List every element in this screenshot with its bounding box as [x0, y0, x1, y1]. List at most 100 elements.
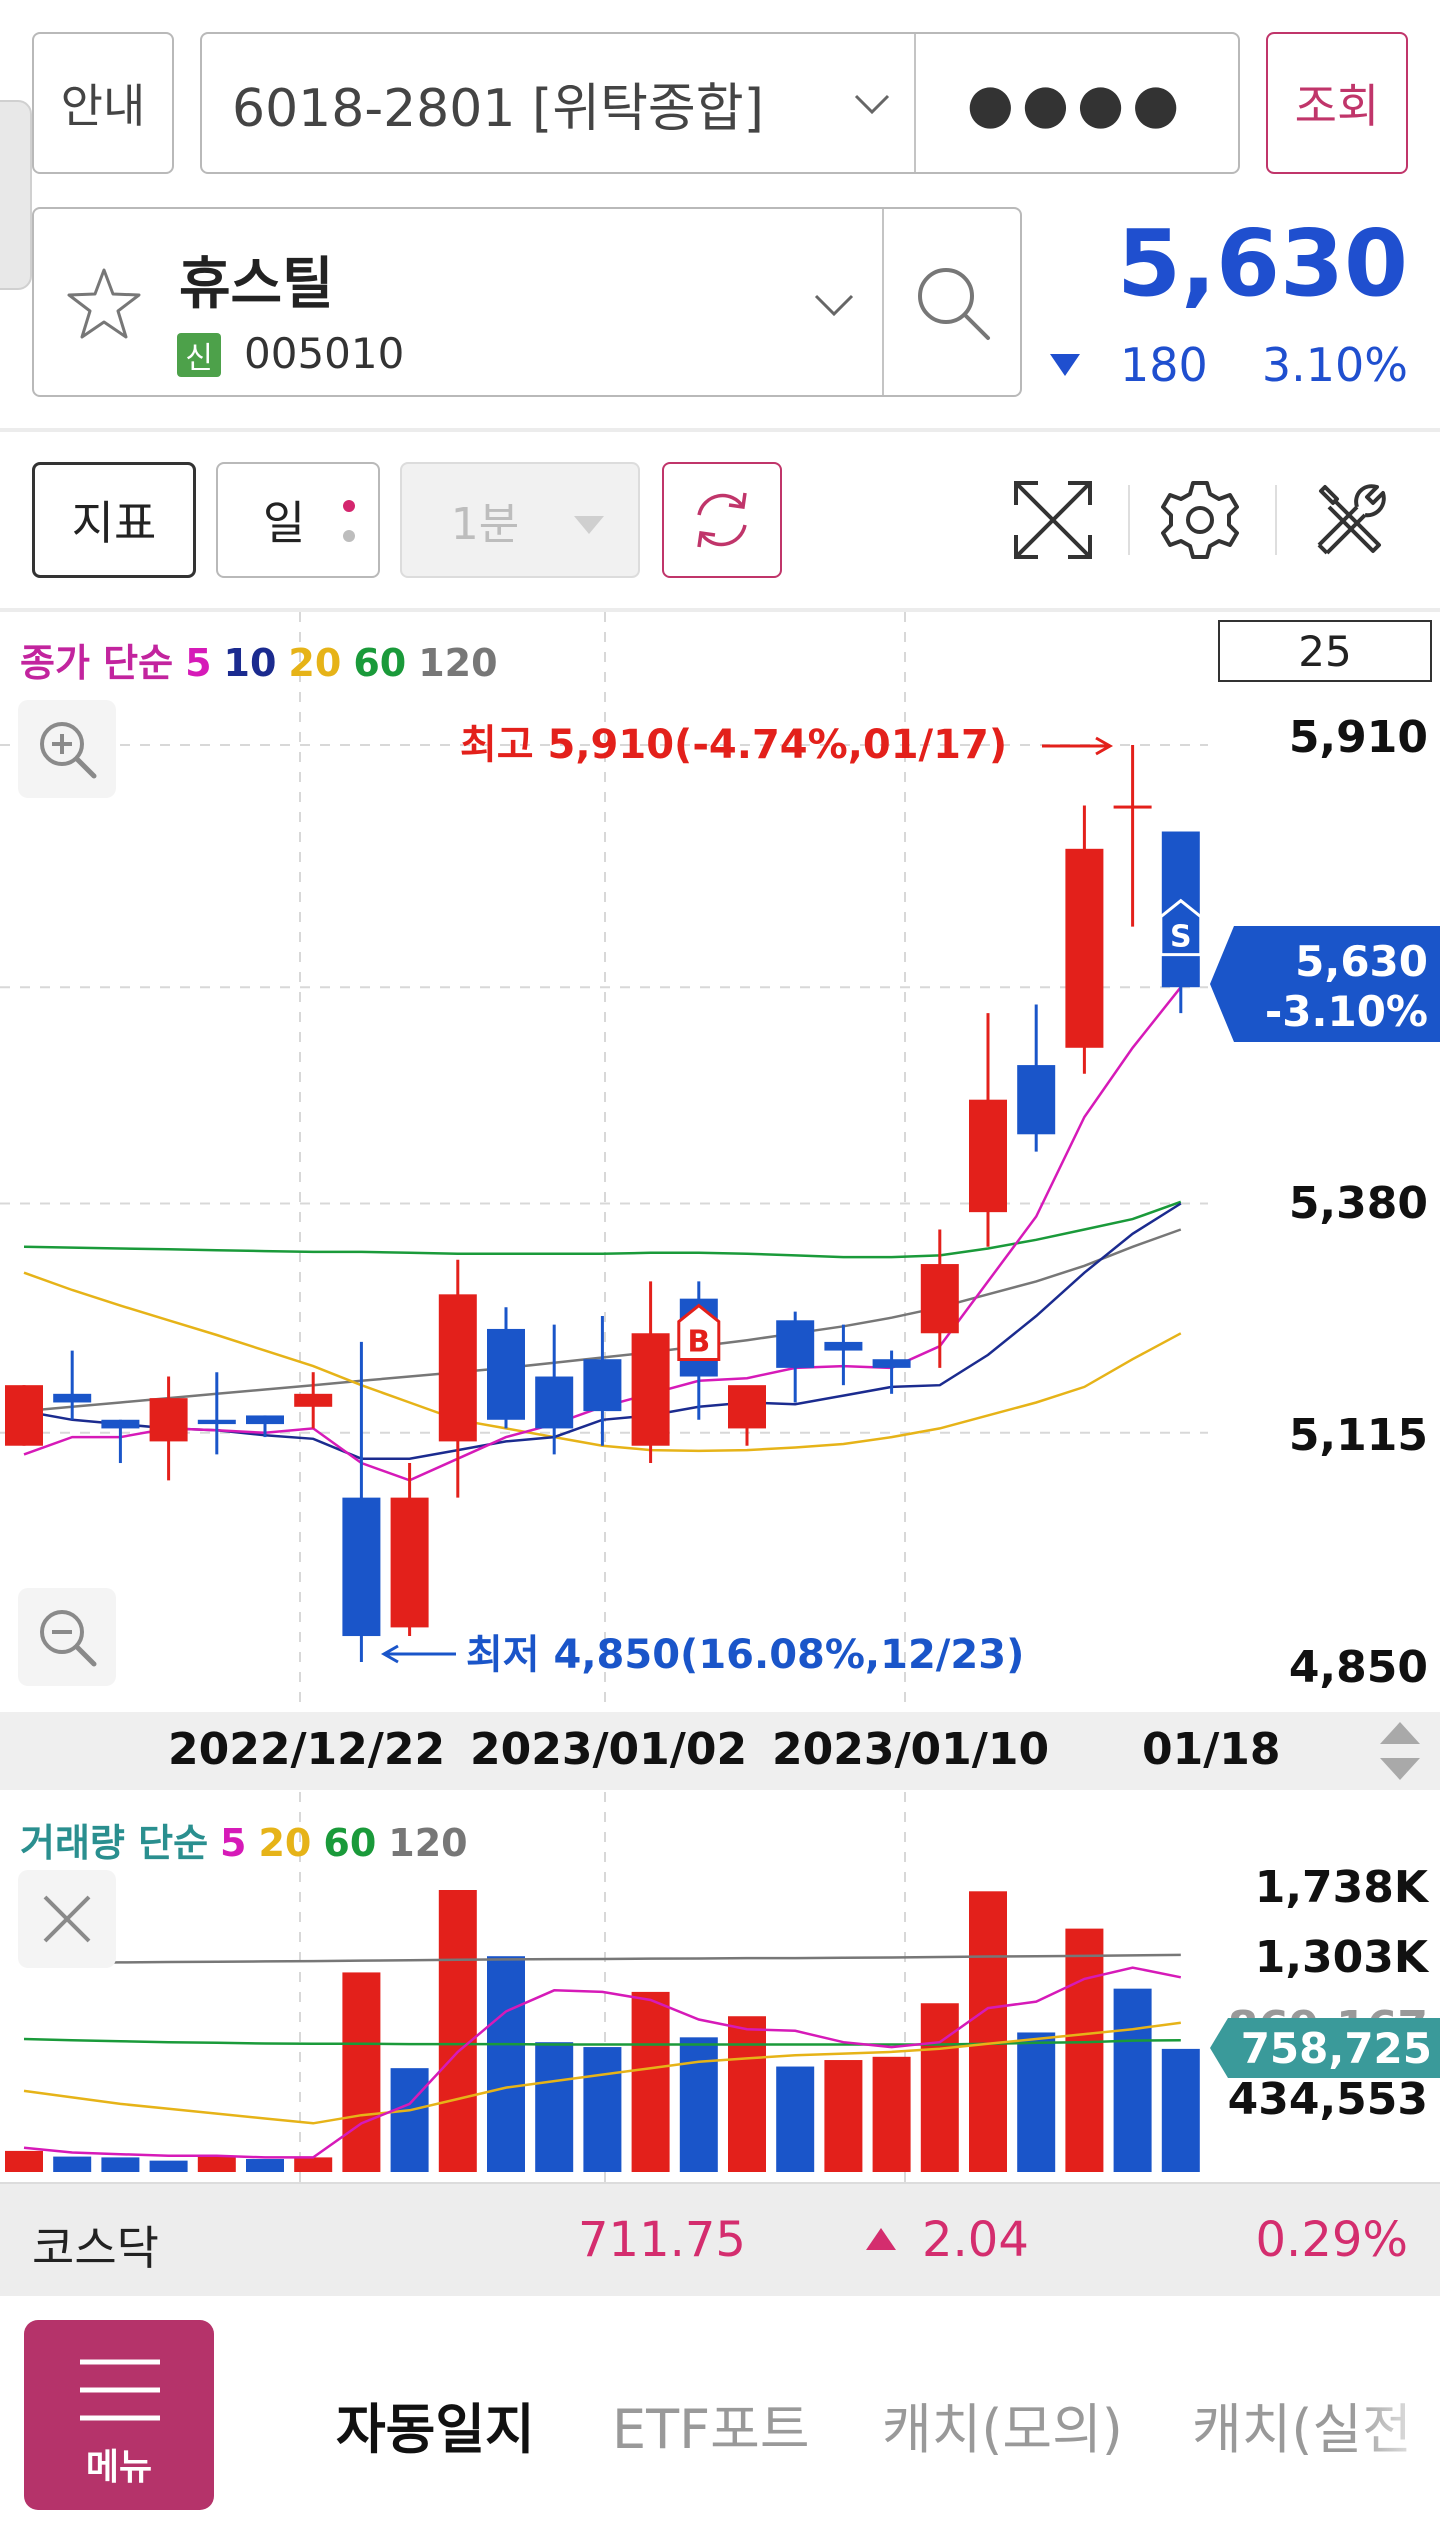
- candle-body: [583, 1359, 622, 1412]
- volume-bar: [1113, 1988, 1152, 2172]
- volume-bar: [438, 1890, 477, 2172]
- candle-body: [438, 1294, 477, 1442]
- candle-body: [969, 1099, 1007, 1213]
- stock-selector[interactable]: 휴스틸 신 005010: [32, 207, 1022, 397]
- candle-body: [390, 1497, 429, 1628]
- hamburger-icon: [80, 2359, 160, 2421]
- volume-bar: [197, 2155, 236, 2172]
- volume-bar: [5, 2150, 43, 2172]
- menu-label: 메뉴: [85, 2447, 153, 2488]
- divider: [914, 34, 916, 172]
- more-dots-icon: [343, 500, 355, 542]
- market-index: 711.75: [578, 2212, 746, 2268]
- volume-bar: [631, 1991, 670, 2172]
- volume-bar: [53, 2156, 92, 2172]
- legend-entry: 60: [323, 1821, 377, 1865]
- volume-bar: [342, 1972, 381, 2172]
- volume-bar: [101, 2157, 140, 2172]
- search-icon[interactable]: [904, 254, 1004, 354]
- nav-item-auto-journal[interactable]: 자동일지: [336, 2398, 535, 2461]
- gear-icon[interactable]: [1155, 475, 1245, 565]
- password-field[interactable]: ●●●●: [916, 34, 1238, 172]
- candle-body: [920, 1264, 959, 1334]
- candle-body: [1113, 805, 1152, 809]
- y-axis-label: 5,910: [1288, 712, 1428, 763]
- buy-marker-shape: [677, 1303, 721, 1362]
- interval-select[interactable]: 1분: [400, 462, 640, 578]
- tools-icon[interactable]: [1305, 475, 1395, 565]
- candle-body: [487, 1328, 525, 1420]
- buy-marker-label: B: [687, 1325, 710, 1360]
- volume-bar: [487, 1956, 525, 2172]
- candle-body: [53, 1393, 92, 1403]
- star-icon[interactable]: [64, 264, 144, 344]
- resize-arrows-icon[interactable]: [1372, 1718, 1428, 1784]
- legend-entry: 60: [353, 641, 407, 685]
- volume-bar: [872, 2056, 911, 2172]
- x-axis-label: 2023/01/02: [470, 1724, 748, 1775]
- legend-entry: 20: [258, 1821, 312, 1865]
- account-label: 6018-2801 [위탁종합]: [232, 78, 764, 139]
- price-legend[interactable]: 종가 단순 5 10 20 60 120: [20, 632, 510, 687]
- expand-icon[interactable]: [1008, 475, 1098, 565]
- nav-item-catch-mock[interactable]: 캐치(모의): [882, 2398, 1123, 2461]
- date-axis: [0, 1712, 1440, 1790]
- volume-axis-label: 1,303K: [1254, 1932, 1428, 1983]
- indicator-label: 지표: [71, 496, 157, 550]
- x-axis-label: 01/18: [1142, 1724, 1281, 1775]
- market-index-bar[interactable]: [0, 2182, 1440, 2296]
- divider: [1128, 485, 1130, 555]
- volume-legend[interactable]: 거래량 단순 5 20 60 120: [20, 1812, 480, 1867]
- period-button[interactable]: 일: [216, 462, 380, 578]
- volume-bar: [679, 2037, 718, 2172]
- section-separator: [0, 428, 1440, 432]
- candle-body: [246, 1415, 284, 1425]
- stock-code: 005010: [244, 329, 405, 378]
- close-volume-button[interactable]: [18, 1870, 116, 1968]
- y-axis-label: 5,380: [1288, 1178, 1428, 1229]
- volume-axis-label: 1,738K: [1254, 1862, 1428, 1913]
- candle-body: [535, 1376, 574, 1429]
- candle-body: [1065, 848, 1104, 1048]
- menu-button[interactable]: 메뉴: [24, 2320, 214, 2510]
- current-price-tag: 5,630 -3.10%: [1210, 926, 1440, 1042]
- nav-item-etf-port[interactable]: ETF포트: [612, 2398, 810, 2461]
- legend-entry: 5: [220, 1821, 247, 1865]
- period-count-field[interactable]: 25: [1218, 620, 1432, 682]
- sell-marker-label: S: [1170, 920, 1192, 955]
- ma-60-line: [23, 1200, 1182, 1259]
- vol-ma-120-line: [24, 1953, 1181, 1964]
- guide-button[interactable]: 안내: [32, 32, 174, 174]
- account-dropdown[interactable]: 6018-2801 [위탁종합]: [202, 34, 914, 172]
- query-label: 조회: [1294, 79, 1380, 133]
- refresh-button[interactable]: [662, 462, 782, 578]
- volume-bar: [246, 2159, 284, 2172]
- stock-chart[interactable]: BS: [0, 612, 1440, 2182]
- price-change: 180: [1120, 338, 1208, 392]
- tag-percent: -3.10%: [1265, 987, 1428, 1036]
- vol-ma-5-line: [23, 1966, 1182, 2159]
- volume-bar: [776, 2066, 815, 2172]
- nav-fade-overlay: [1350, 2320, 1440, 2510]
- volume-bar: [294, 2157, 333, 2172]
- volume-axis-label: 434,553: [1227, 2074, 1428, 2125]
- chevron-down-icon: [854, 94, 890, 115]
- indicator-button[interactable]: 지표: [32, 462, 196, 578]
- legend-entry: 120: [418, 641, 498, 685]
- zoom-in-icon: [40, 722, 97, 779]
- market-change: 2.04: [922, 2212, 1029, 2268]
- zoom-in-button[interactable]: [18, 700, 116, 798]
- side-drawer-tab[interactable]: [0, 100, 32, 290]
- chevron-down-icon[interactable]: [804, 274, 864, 334]
- high-label: 최고 5,910(-4.74%,01/17): [460, 722, 1007, 768]
- volume-bar: [1161, 2048, 1200, 2172]
- divider: [1275, 485, 1277, 555]
- zoom-out-button[interactable]: [18, 1588, 116, 1686]
- period-label: 일: [262, 496, 306, 550]
- sell-marker-shape: [1159, 898, 1203, 957]
- query-button[interactable]: 조회: [1266, 32, 1408, 174]
- dropdown-arrow-icon: [574, 516, 604, 534]
- y-axis-label: 5,115: [1288, 1410, 1428, 1461]
- legend-entry: 종가 단순: [20, 641, 174, 685]
- credit-badge: 신: [177, 333, 221, 377]
